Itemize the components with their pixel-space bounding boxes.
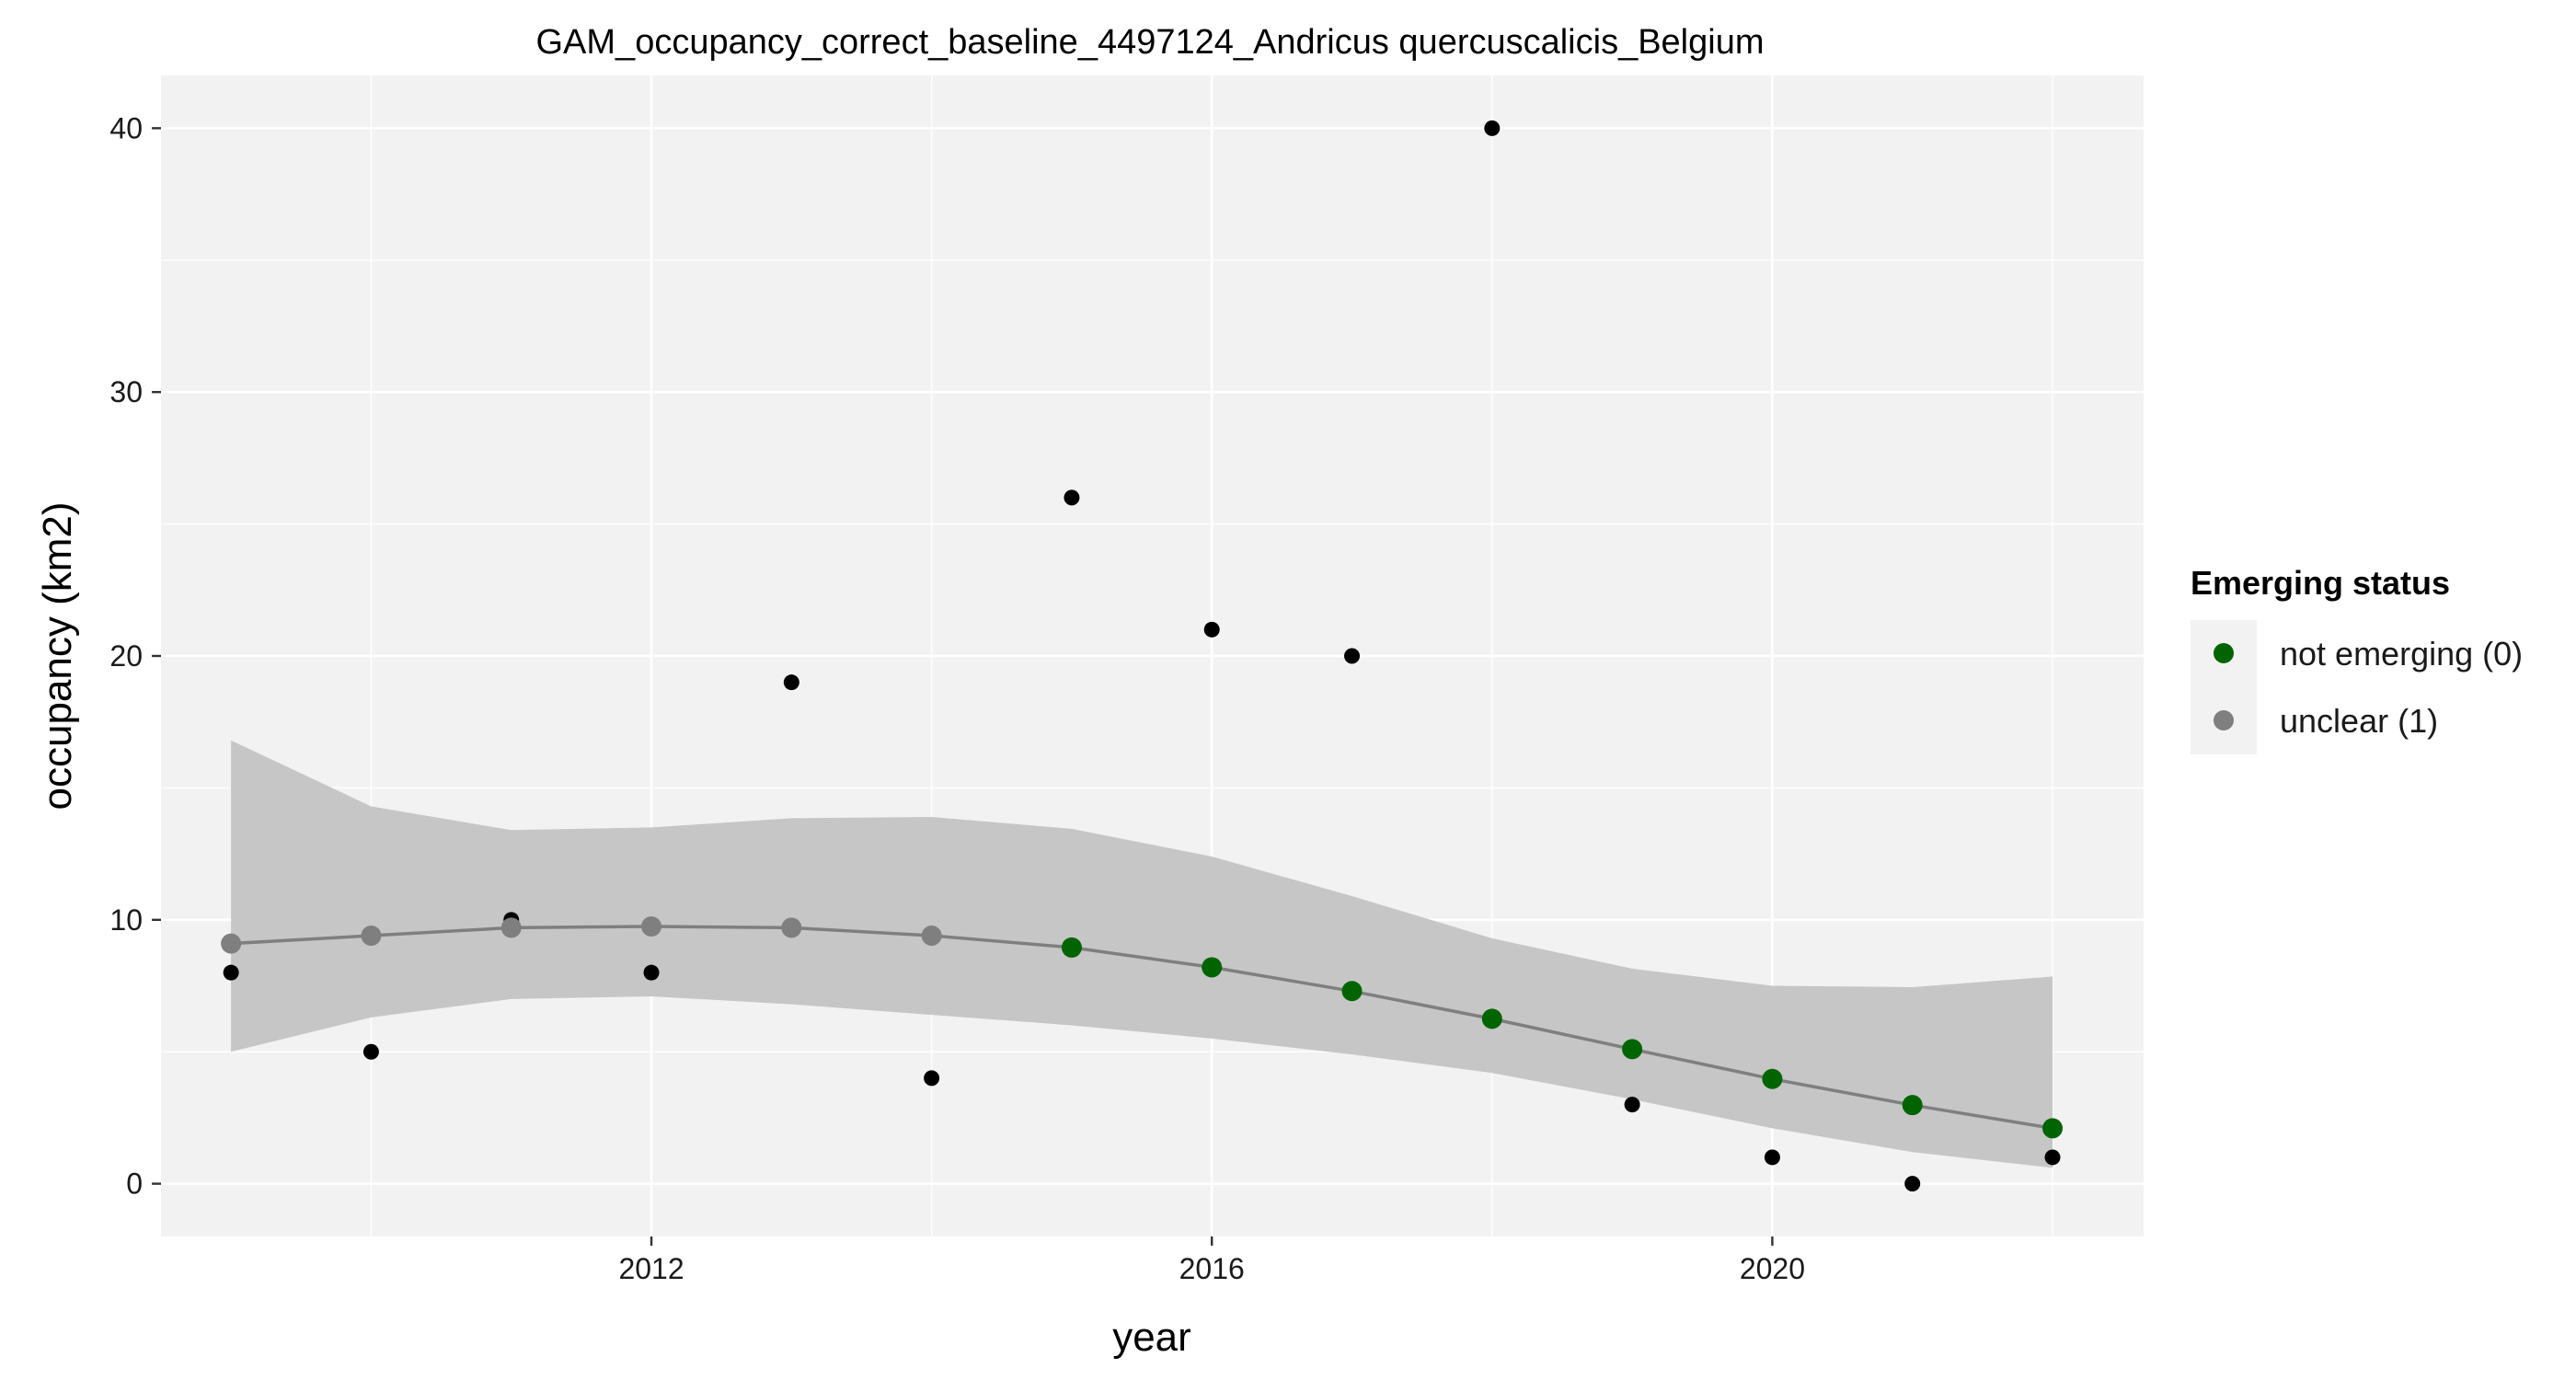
fitted-point-unclear: [921, 926, 942, 947]
y-axis: 0 10 20 30 40: [109, 111, 161, 1201]
fitted-point-unclear: [781, 917, 802, 938]
fitted-point-not-emerging: [1061, 937, 1082, 958]
fitted-point-unclear: [361, 926, 382, 947]
fitted-point-not-emerging: [1622, 1039, 1643, 1060]
legend-label-not-emerging: not emerging (0): [2280, 635, 2523, 673]
legend-label-unclear: unclear (1): [2280, 702, 2438, 740]
fitted-points: [221, 915, 2064, 1139]
legend-title: Emerging status: [2191, 564, 2450, 602]
y-tick-label: 40: [109, 111, 143, 144]
fitted-point-not-emerging: [1762, 1068, 1783, 1089]
observed-point: [362, 1043, 379, 1060]
fitted-point-unclear: [221, 933, 242, 954]
observed-point: [1344, 648, 1361, 664]
y-tick-label: 10: [109, 903, 143, 937]
chart-title: GAM_occupancy_correct_baseline_4497124_A…: [536, 23, 1765, 62]
legend: Emerging status not emerging (0) unclear…: [2191, 564, 2523, 754]
legend-swatch-unclear: [2214, 710, 2234, 730]
y-tick-label: 30: [109, 375, 143, 408]
legend-key-box: [2191, 620, 2257, 754]
observed-point: [783, 674, 799, 691]
x-tick-label: 2020: [1740, 1252, 1805, 1285]
observed-point: [223, 964, 239, 981]
fitted-point-unclear: [500, 917, 522, 938]
gam-fit-line: [231, 925, 2053, 1131]
observed-point: [924, 1070, 940, 1087]
legend-swatch-not-emerging: [2214, 643, 2234, 663]
y-tick-label: 0: [126, 1167, 143, 1201]
x-tick-label: 2016: [1179, 1252, 1245, 1285]
observed-point: [643, 964, 660, 981]
observed-point: [1764, 1149, 1780, 1166]
fitted-point-not-emerging: [1902, 1095, 1923, 1116]
fitted-point-unclear: [641, 915, 662, 937]
fitted-point-not-emerging: [1481, 1008, 1502, 1029]
x-tick-label: 2012: [618, 1252, 684, 1285]
x-axis-title: year: [1112, 1315, 1191, 1360]
y-tick-label: 20: [109, 639, 143, 673]
observed-point: [1203, 621, 1220, 638]
observed-point: [1624, 1097, 1640, 1113]
observed-point: [1064, 489, 1080, 506]
confidence-ribbon: [231, 740, 2053, 1168]
fitted-point-not-emerging: [1202, 957, 1223, 978]
y-axis-title: occupancy (km2): [35, 501, 80, 810]
x-axis: 2012 2016 2020: [618, 1236, 1805, 1285]
observed-point: [1484, 120, 1501, 136]
fitted-point-not-emerging: [2042, 1118, 2064, 1139]
observed-point: [2044, 1149, 2061, 1166]
fitted-point-not-emerging: [1341, 981, 1363, 1002]
observed-point: [1904, 1176, 1921, 1192]
